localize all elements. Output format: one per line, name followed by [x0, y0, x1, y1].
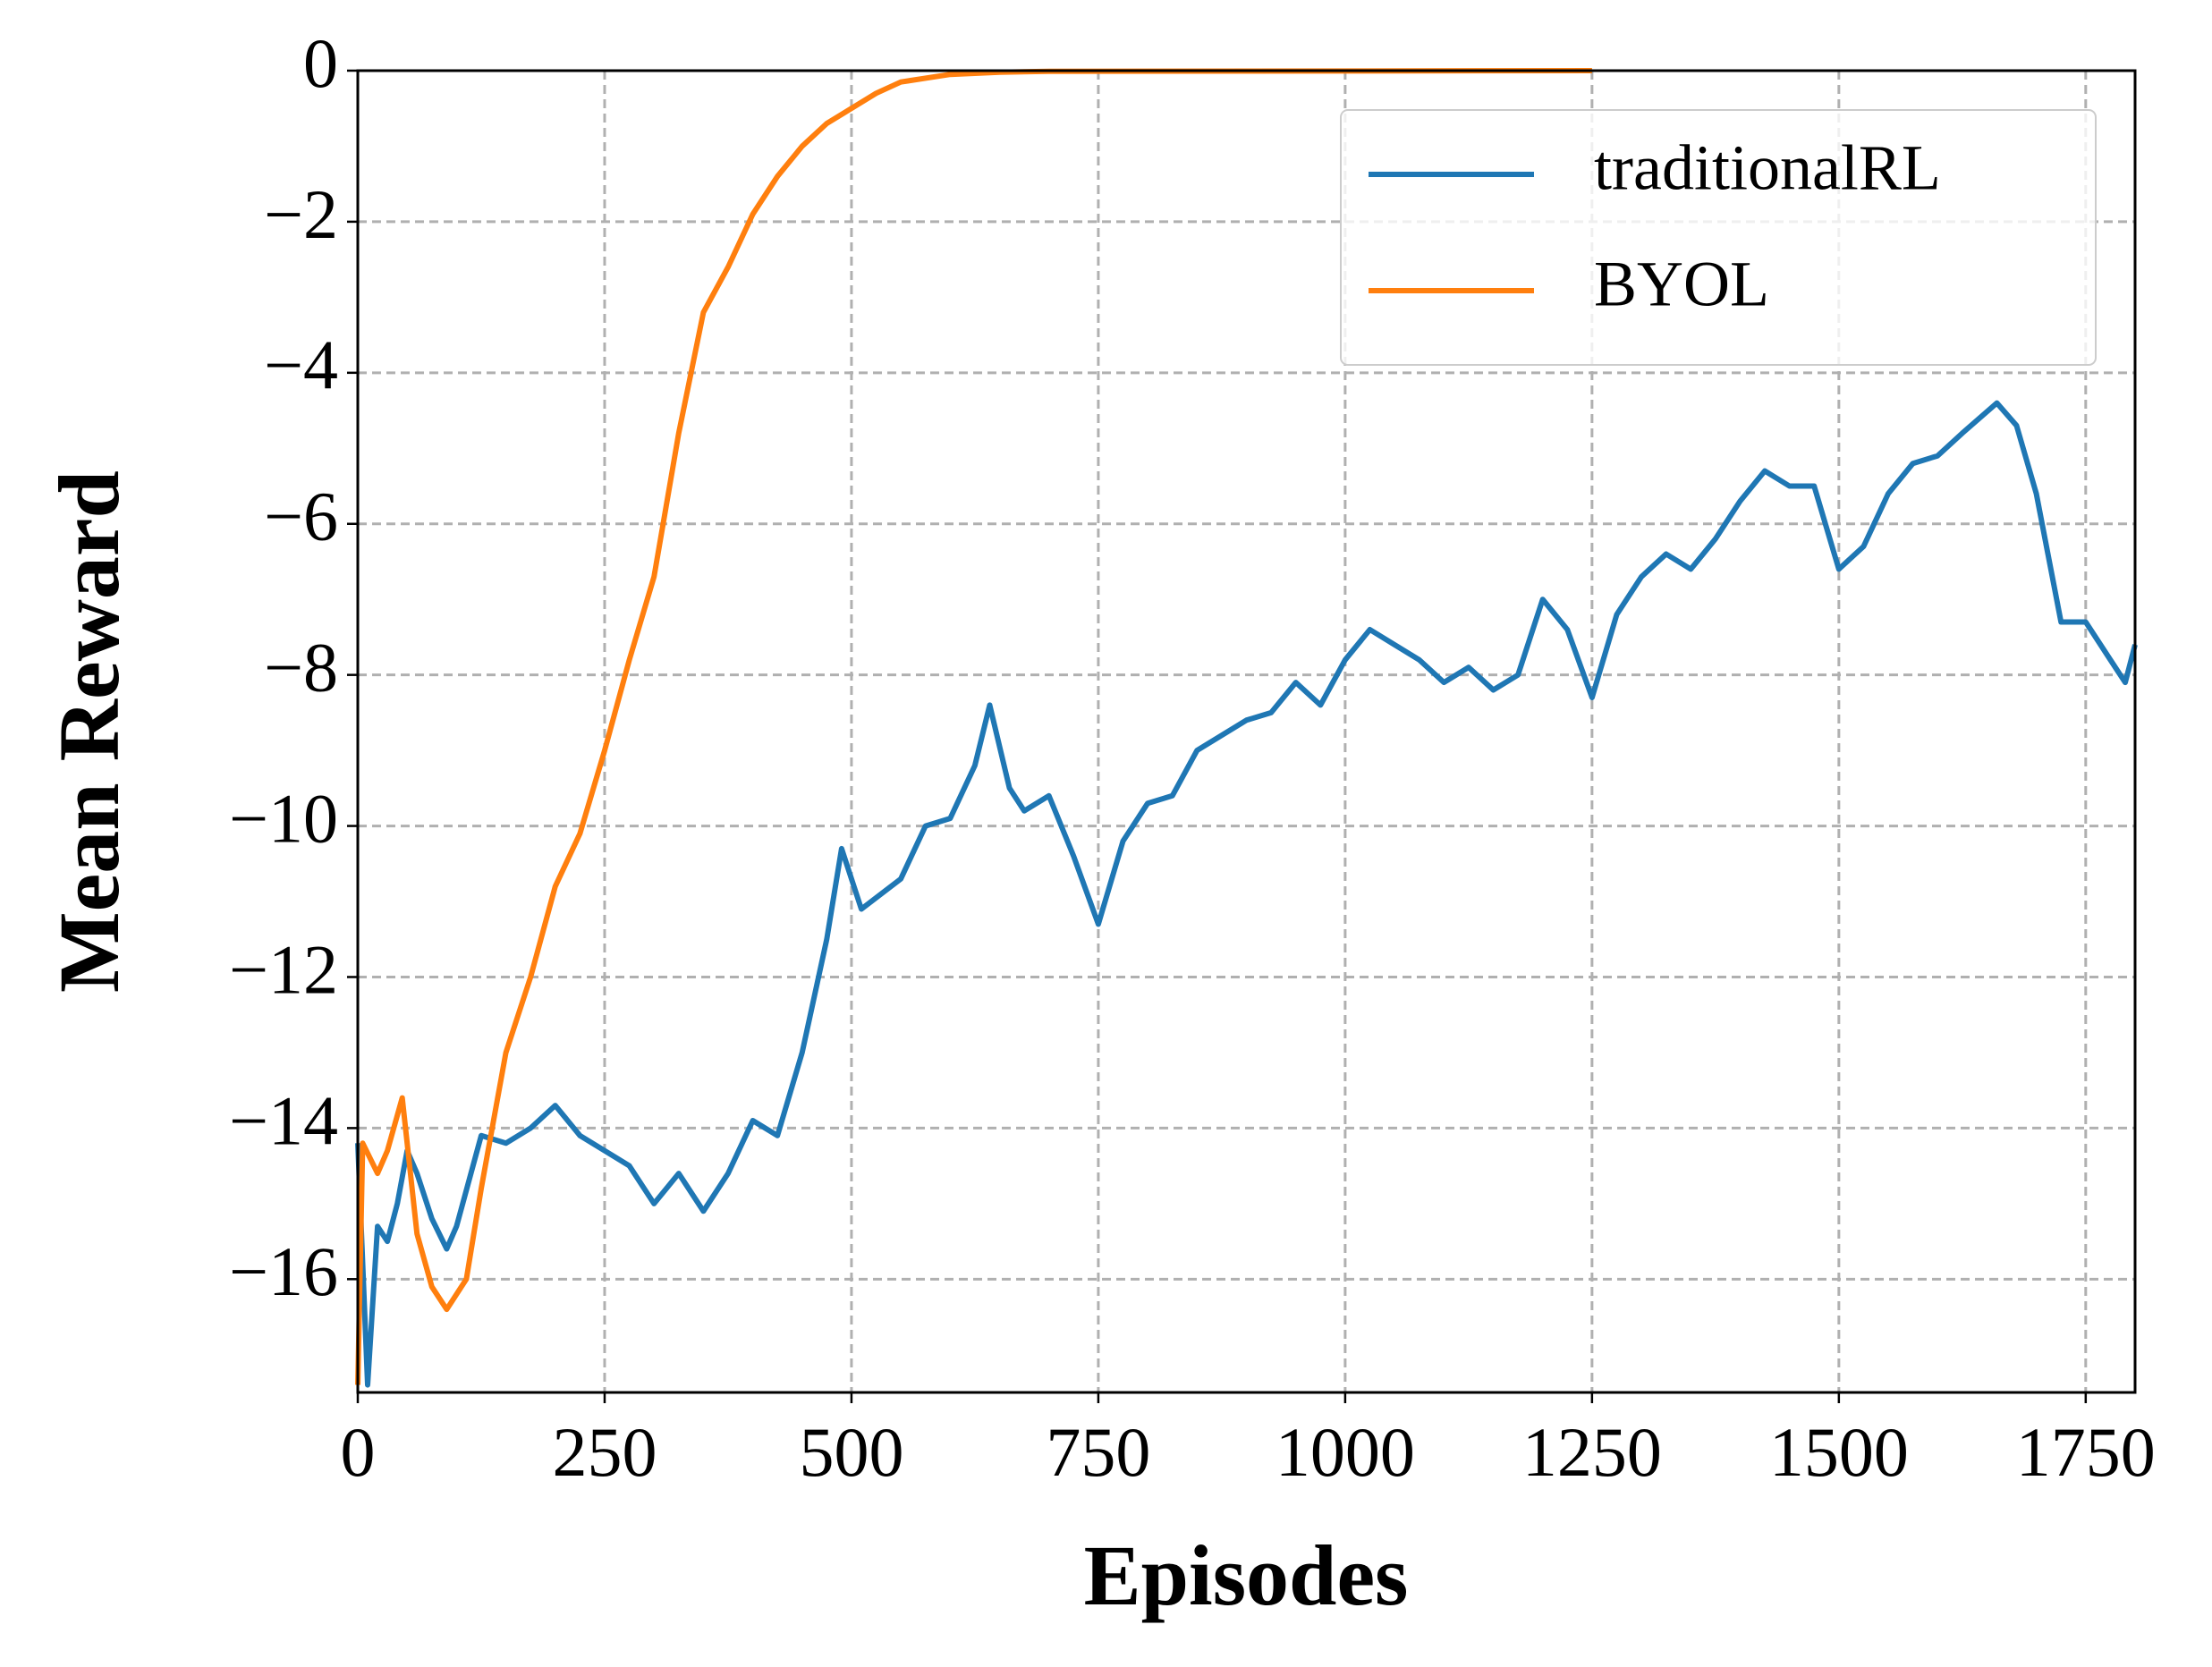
x-tick-label: 1750 [2016, 1413, 2156, 1491]
x-tick-label: 250 [552, 1413, 657, 1491]
y-tick-label: −12 [229, 930, 338, 1008]
y-tick-label: −8 [264, 629, 338, 707]
y-tick-label: −14 [229, 1081, 338, 1159]
x-tick-label: 750 [1046, 1413, 1150, 1491]
y-tick-label: −10 [229, 779, 338, 857]
plot-frame [356, 69, 2137, 1394]
legend-label: BYOL [1594, 249, 1769, 320]
x-tick-label: 500 [799, 1413, 903, 1491]
y-tick-label: −16 [229, 1232, 338, 1310]
y-tick-label: −6 [264, 478, 338, 555]
y-tick-label: −2 [264, 175, 338, 253]
x-tick-label: 1000 [1276, 1413, 1415, 1491]
line [355, 400, 2138, 1388]
y-tick-label: 0 [303, 24, 338, 102]
legend: traditionalRL BYOL [1340, 109, 2097, 366]
y-tick-label: −4 [264, 326, 338, 404]
line [355, 68, 1592, 1385]
x-tick-label: 1500 [1769, 1413, 1909, 1491]
x-axis-label: Episodes [1084, 1527, 1409, 1623]
y-axis-label: Mean Reward [41, 470, 137, 993]
x-tick-label: 0 [341, 1413, 376, 1491]
x-tick-label: 1250 [1522, 1413, 1662, 1491]
legend-label: traditionalRL [1594, 132, 1941, 204]
